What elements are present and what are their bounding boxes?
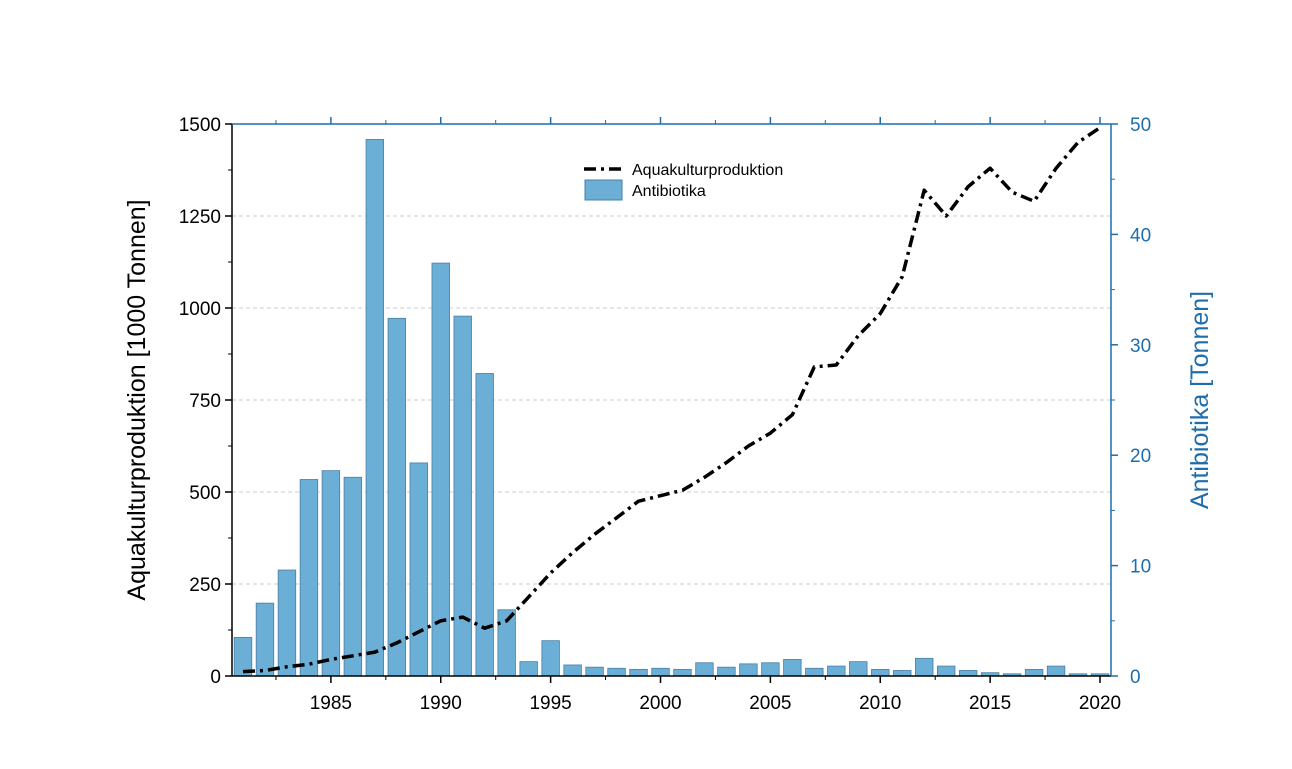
axes: 0 250 500 750 1000 1250 1500 0 10 20 30 40 50 1985 199… bbox=[179, 115, 1151, 714]
y-right-tick-label: 20 bbox=[1130, 446, 1151, 467]
bar bbox=[1024, 668, 1044, 677]
x-tick-label: 1985 bbox=[310, 693, 352, 714]
legend-bar-swatch bbox=[584, 179, 623, 201]
bar bbox=[673, 668, 692, 677]
bar bbox=[695, 662, 714, 677]
bar bbox=[255, 602, 275, 677]
x-tick-label: 2020 bbox=[1079, 693, 1121, 714]
bar bbox=[717, 666, 736, 677]
bar bbox=[1046, 665, 1066, 677]
bar bbox=[321, 470, 341, 677]
bar bbox=[365, 139, 385, 677]
x-tick-label: 1995 bbox=[529, 693, 571, 714]
bar-series-antibiotika bbox=[233, 139, 1110, 677]
bar bbox=[629, 668, 648, 677]
line-series-aquakulturproduktion bbox=[242, 126, 1101, 674]
bar bbox=[387, 317, 407, 677]
y-right-tick-label: 30 bbox=[1130, 336, 1151, 357]
legend-label-antibiotika: Antibiotika bbox=[632, 183, 706, 200]
bar bbox=[431, 262, 450, 677]
bar bbox=[475, 373, 494, 677]
x-tick-label: 2005 bbox=[749, 693, 791, 714]
y-left-tick-label: 750 bbox=[189, 391, 221, 412]
bar bbox=[871, 668, 890, 677]
legend-label-aquakulturproduktion: Aquakulturproduktion bbox=[632, 162, 783, 179]
bar bbox=[893, 670, 912, 677]
y-left-tick-label: 1250 bbox=[179, 207, 221, 228]
bar bbox=[915, 657, 934, 677]
bar bbox=[563, 664, 582, 677]
bar bbox=[343, 476, 363, 677]
bar bbox=[299, 479, 319, 677]
y-right-tick-label: 0 bbox=[1130, 667, 1141, 688]
x-tick-label: 2000 bbox=[639, 693, 681, 714]
bar bbox=[585, 666, 604, 677]
bar bbox=[541, 640, 560, 677]
y-left-tick-label: 500 bbox=[189, 483, 221, 504]
bar bbox=[805, 667, 824, 677]
y-left-tick-label: 1000 bbox=[179, 299, 221, 320]
y-right-tick-label: 40 bbox=[1130, 225, 1151, 246]
y-right-tick-label: 10 bbox=[1130, 557, 1151, 578]
bar bbox=[277, 569, 297, 677]
bar bbox=[761, 662, 780, 677]
bar bbox=[739, 663, 758, 677]
y-left-tick-label: 0 bbox=[210, 667, 221, 688]
y-axis-right-title: Antibiotika [Tonnen] bbox=[1186, 291, 1214, 509]
x-tick-label: 2015 bbox=[969, 693, 1011, 714]
bar bbox=[936, 665, 956, 677]
x-tick-label: 1990 bbox=[420, 693, 462, 714]
grid-lines bbox=[232, 215, 1111, 585]
bar bbox=[958, 670, 978, 677]
legend: Aquakulturproduktion Antibiotika bbox=[584, 162, 783, 201]
bar bbox=[519, 661, 538, 677]
bar bbox=[651, 667, 670, 677]
y-left-tick-label: 250 bbox=[189, 575, 221, 596]
bar bbox=[607, 667, 626, 677]
series-line bbox=[242, 126, 1101, 674]
y-right-tick-label: 50 bbox=[1130, 115, 1151, 136]
x-tick-label: 2010 bbox=[859, 693, 901, 714]
bar bbox=[827, 665, 846, 677]
bar bbox=[409, 462, 428, 677]
bar bbox=[849, 661, 868, 677]
y-left-tick-label: 1500 bbox=[179, 115, 221, 136]
bar bbox=[783, 659, 802, 677]
y-axis-left-title: Aquakulturproduktion [1000 Tonnen] bbox=[123, 199, 151, 600]
